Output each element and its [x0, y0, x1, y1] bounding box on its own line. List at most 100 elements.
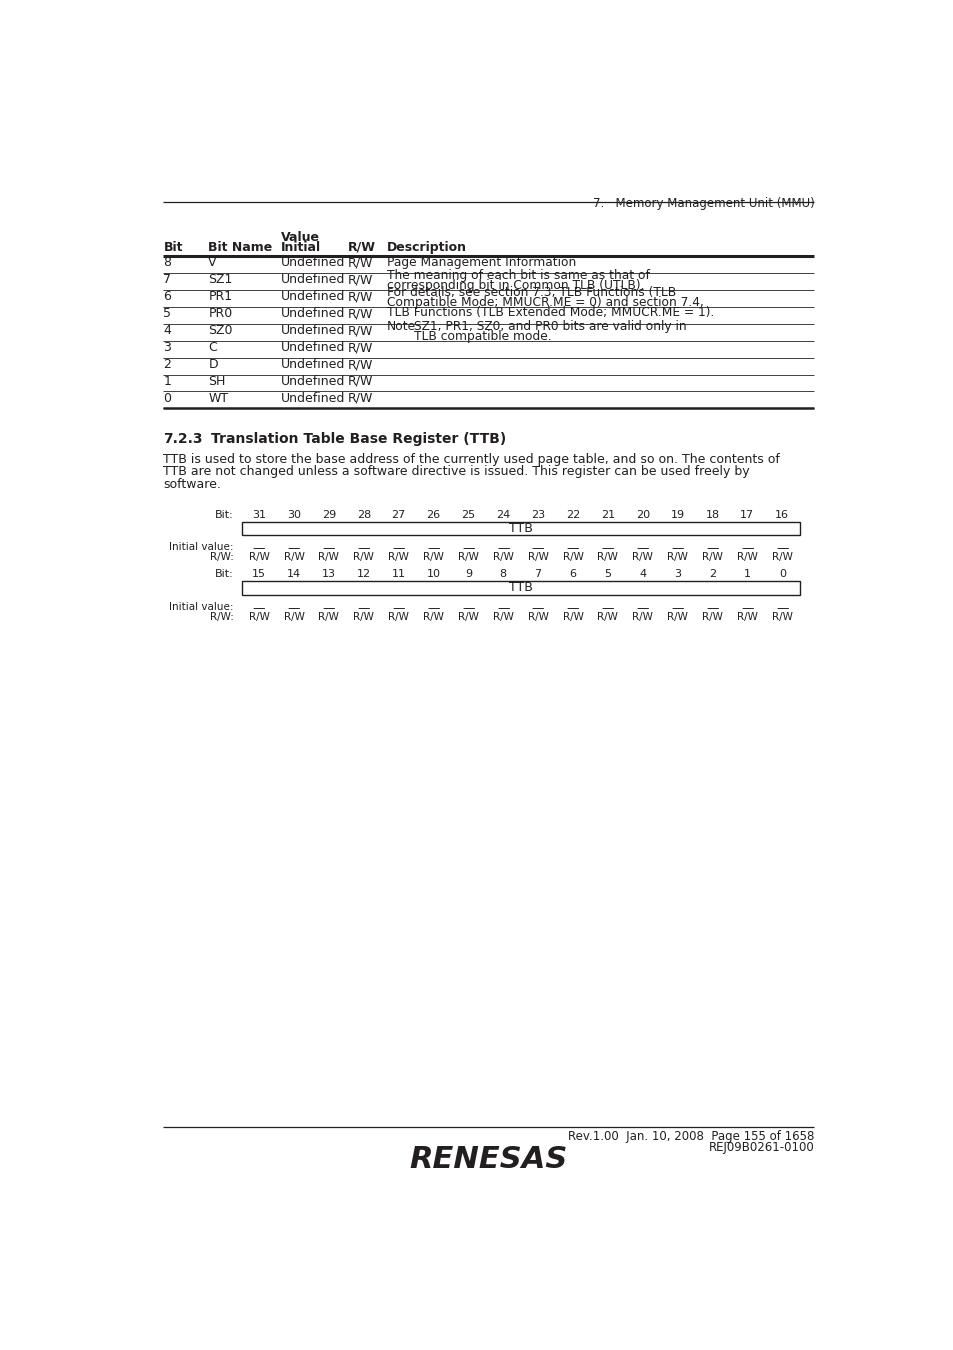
Text: 27: 27	[391, 510, 405, 520]
Text: —: —	[601, 602, 614, 614]
Text: 13: 13	[321, 570, 335, 579]
Text: 2: 2	[163, 358, 172, 371]
Text: 2: 2	[708, 570, 716, 579]
Text: R/W: R/W	[348, 392, 373, 405]
Text: TTB are not changed unless a software directive is issued. This register can be : TTB are not changed unless a software di…	[163, 466, 749, 478]
Text: corresponding bit in Common TLB (UTLB).: corresponding bit in Common TLB (UTLB).	[386, 278, 643, 292]
Text: Undefined: Undefined	[280, 392, 344, 405]
Text: R/W: R/W	[527, 612, 548, 622]
Text: TLB compatible mode.: TLB compatible mode.	[414, 329, 551, 343]
Text: R/W: R/W	[348, 273, 373, 286]
Text: 23: 23	[531, 510, 544, 520]
Text: Undefined: Undefined	[280, 256, 344, 270]
Text: —: —	[288, 543, 300, 555]
Text: 7: 7	[534, 570, 541, 579]
Text: Description: Description	[386, 240, 466, 254]
Bar	[241, 580, 799, 595]
Text: R/W: R/W	[562, 612, 583, 622]
Text: —: —	[636, 543, 648, 555]
Text: R/W: R/W	[348, 240, 375, 254]
Text: —: —	[427, 602, 439, 614]
Text: Rev.1.00  Jan. 10, 2008  Page 155 of 1658: Rev.1.00 Jan. 10, 2008 Page 155 of 1658	[567, 1130, 814, 1143]
Text: 4: 4	[163, 324, 172, 338]
Text: —: —	[497, 543, 509, 555]
Text: Note:: Note:	[386, 320, 419, 332]
Text: —: —	[636, 602, 648, 614]
Text: R/W: R/W	[493, 612, 513, 622]
Text: R/W: R/W	[736, 552, 757, 563]
Text: R/W: R/W	[701, 612, 722, 622]
Text: RENESAS: RENESAS	[409, 1145, 568, 1173]
Text: Bit:: Bit:	[215, 510, 233, 520]
Text: R/W: R/W	[457, 552, 478, 563]
Text: 20: 20	[635, 510, 649, 520]
Text: —: —	[566, 543, 578, 555]
Text: R/W:: R/W:	[210, 552, 233, 563]
Text: Bit: Bit	[163, 240, 183, 254]
Text: PR1: PR1	[208, 290, 233, 304]
Text: TTB: TTB	[508, 522, 532, 535]
Text: —: —	[671, 543, 683, 555]
Text: 9: 9	[464, 570, 472, 579]
Bar	[241, 521, 799, 536]
Text: R/W: R/W	[597, 552, 618, 563]
Text: 21: 21	[600, 510, 615, 520]
Text: 31: 31	[252, 510, 266, 520]
Text: R/W: R/W	[562, 552, 583, 563]
Text: V: V	[208, 256, 216, 270]
Text: 1: 1	[743, 570, 750, 579]
Text: —: —	[322, 543, 335, 555]
Text: R/W: R/W	[422, 552, 443, 563]
Text: —: —	[288, 602, 300, 614]
Text: R/W: R/W	[318, 552, 339, 563]
Text: Initial value:: Initial value:	[170, 543, 233, 552]
Text: Undefined: Undefined	[280, 290, 344, 304]
Text: 22: 22	[565, 510, 579, 520]
Text: —: —	[705, 543, 718, 555]
Text: —: —	[532, 602, 544, 614]
Text: Initial value:: Initial value:	[170, 602, 233, 612]
Text: R/W: R/W	[771, 552, 792, 563]
Text: 10: 10	[426, 570, 440, 579]
Text: SH: SH	[208, 375, 226, 387]
Text: REJ09B0261-0100: REJ09B0261-0100	[708, 1141, 814, 1154]
Text: —: —	[253, 543, 265, 555]
Text: Undefined: Undefined	[280, 358, 344, 371]
Text: 8: 8	[499, 570, 506, 579]
Text: For details, see section 7.3, TLB Functions (TLB: For details, see section 7.3, TLB Functi…	[386, 286, 675, 298]
Text: R/W: R/W	[422, 612, 443, 622]
Text: 0: 0	[163, 392, 172, 405]
Text: 14: 14	[287, 570, 301, 579]
Text: —: —	[775, 543, 788, 555]
Text: R/W: R/W	[527, 552, 548, 563]
Text: The meaning of each bit is same as that of: The meaning of each bit is same as that …	[386, 269, 649, 282]
Text: software.: software.	[163, 478, 221, 490]
Text: —: —	[740, 602, 753, 614]
Text: 29: 29	[321, 510, 335, 520]
Text: —: —	[566, 602, 578, 614]
Text: 12: 12	[356, 570, 371, 579]
Text: SZ1: SZ1	[208, 273, 233, 286]
Text: R/W: R/W	[283, 552, 304, 563]
Text: TLB Functions (TLB Extended Mode; MMUCR.ME = 1).: TLB Functions (TLB Extended Mode; MMUCR.…	[386, 305, 713, 319]
Text: TTB is used to store the base address of the currently used page table, and so o: TTB is used to store the base address of…	[163, 454, 780, 466]
Text: Undefined: Undefined	[280, 308, 344, 320]
Text: SZ0: SZ0	[208, 324, 233, 338]
Text: Value: Value	[280, 231, 319, 243]
Text: —: —	[392, 543, 404, 555]
Text: 15: 15	[252, 570, 266, 579]
Text: R/W: R/W	[666, 612, 687, 622]
Text: R/W: R/W	[666, 552, 687, 563]
Text: 7.   Memory Management Unit (MMU): 7. Memory Management Unit (MMU)	[592, 197, 814, 209]
Text: 17: 17	[740, 510, 754, 520]
Text: R/W: R/W	[249, 552, 270, 563]
Text: R/W: R/W	[388, 552, 409, 563]
Text: 19: 19	[670, 510, 684, 520]
Text: —: —	[322, 602, 335, 614]
Text: R/W: R/W	[632, 612, 653, 622]
Text: D: D	[208, 358, 218, 371]
Text: Bit Name: Bit Name	[208, 240, 273, 254]
Text: R/W: R/W	[493, 552, 513, 563]
Text: Translation Table Base Register (TTB): Translation Table Base Register (TTB)	[212, 432, 506, 446]
Text: R/W: R/W	[348, 342, 373, 354]
